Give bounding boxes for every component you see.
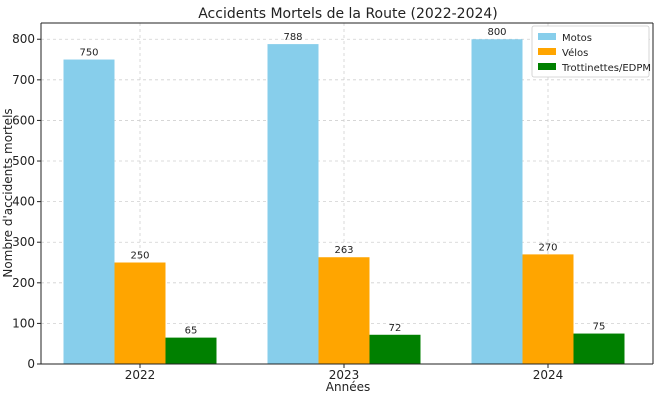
y-tick-label: 600 [12,113,35,127]
bars-group [63,39,625,365]
legend-swatch [538,33,556,40]
x-tick-label: 2024 [533,368,564,382]
bar-value-label: 72 [389,323,402,334]
bar-value-label: 75 [593,322,606,333]
y-tick-label: 0 [27,357,35,371]
chart-title: Accidents Mortels de la Route (2022-2024… [198,6,498,22]
bar-value-label: 250 [130,251,149,262]
y-tick-label: 800 [12,32,35,46]
bar-v-los-2023 [318,257,370,364]
legend-box [531,25,650,78]
legend-swatch [538,48,556,55]
y-tick-label: 400 [12,195,35,209]
bar-value-label: 65 [185,326,198,337]
bar-value-label: 788 [283,32,302,43]
bar-trottinettes-edpm-2024 [573,333,625,364]
legend-label: Trottinettes/EDPM [561,63,651,74]
bar-motos-2024 [471,39,523,364]
y-tick-label: 200 [12,276,35,290]
x-axis-title: Années [326,380,370,394]
y-tick-label: 100 [12,316,35,330]
x-tick-label: 2023 [329,368,360,382]
bar-value-label: 263 [334,245,353,256]
y-tick-label: 700 [12,73,35,87]
bar-motos-2023 [267,44,319,364]
y-tick-label: 500 [12,154,35,168]
bar-trottinettes-edpm-2022 [165,337,217,364]
y-axis-title: Nombre d'accidents mortels [1,108,15,277]
x-tick-label: 2022 [125,368,156,382]
legend: Motos Vélos Trottinettes/EDPM [531,25,651,78]
legend-label: Vélos [562,47,588,59]
y-tick-label: 300 [12,235,35,249]
bar-value-label: 800 [487,27,506,38]
axes-group: 0 100 200 300 400 500 600 700 800 2022 2023 2024 [12,22,654,382]
data-labels-group: 750 788 800 250 263 270 65 72 75 [79,27,605,336]
bar-value-label: 270 [538,242,557,253]
bar-value-label: 750 [79,48,98,59]
bar-motos-2022 [63,59,115,365]
bar-v-los-2024 [522,254,574,364]
bar-v-los-2022 [114,262,166,364]
legend-label: Motos [562,33,592,44]
bar-trottinettes-edpm-2023 [369,334,421,364]
legend-swatch [538,63,556,70]
